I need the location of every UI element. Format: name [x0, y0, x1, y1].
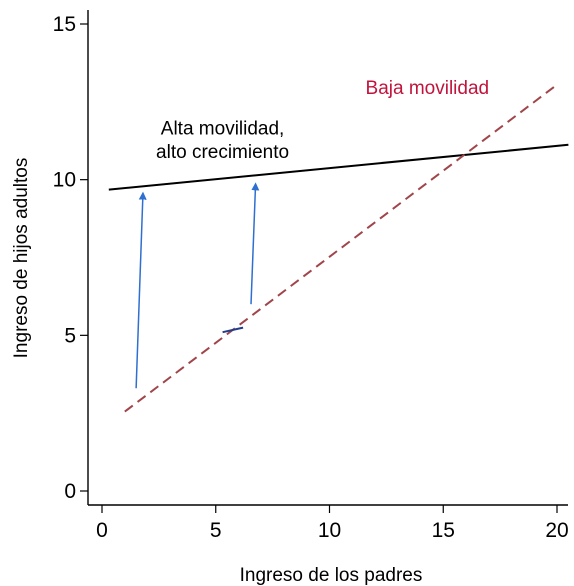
y-tick-label: 0 [64, 480, 76, 503]
y-tick-label: 5 [64, 324, 76, 347]
series-line-partial [222, 326, 244, 334]
x-tick-label: 15 [432, 519, 455, 542]
annotation-label: Alta movilidad, [161, 119, 285, 140]
annotation-label: alto crecimiento [156, 142, 289, 163]
mobility-arrow [135, 191, 147, 389]
x-tick-label: 10 [318, 519, 341, 542]
mobility-arrow [250, 182, 260, 305]
x-tick-label: 0 [96, 519, 108, 542]
axes [87, 10, 568, 506]
annotations: Alta movilidad,alto crecimiento Baja movi… [156, 78, 489, 163]
x-tick-label: 5 [210, 519, 222, 542]
series-line-alta [108, 143, 569, 191]
x-axis-title: Ingreso de los padres [240, 565, 423, 586]
annotation-label: Baja movilidad [366, 78, 490, 99]
y-tick-label: 15 [53, 13, 76, 36]
series-lines [108, 83, 569, 413]
arrows [135, 182, 260, 389]
y-axis-title: Ingreso de hijos adultos [11, 158, 32, 359]
ticks: 0 5 10 15 20 0 5 10 15 [53, 13, 569, 542]
x-tick-label: 20 [545, 519, 568, 542]
series-line-baja [124, 83, 558, 413]
y-tick-label: 10 [53, 169, 76, 192]
